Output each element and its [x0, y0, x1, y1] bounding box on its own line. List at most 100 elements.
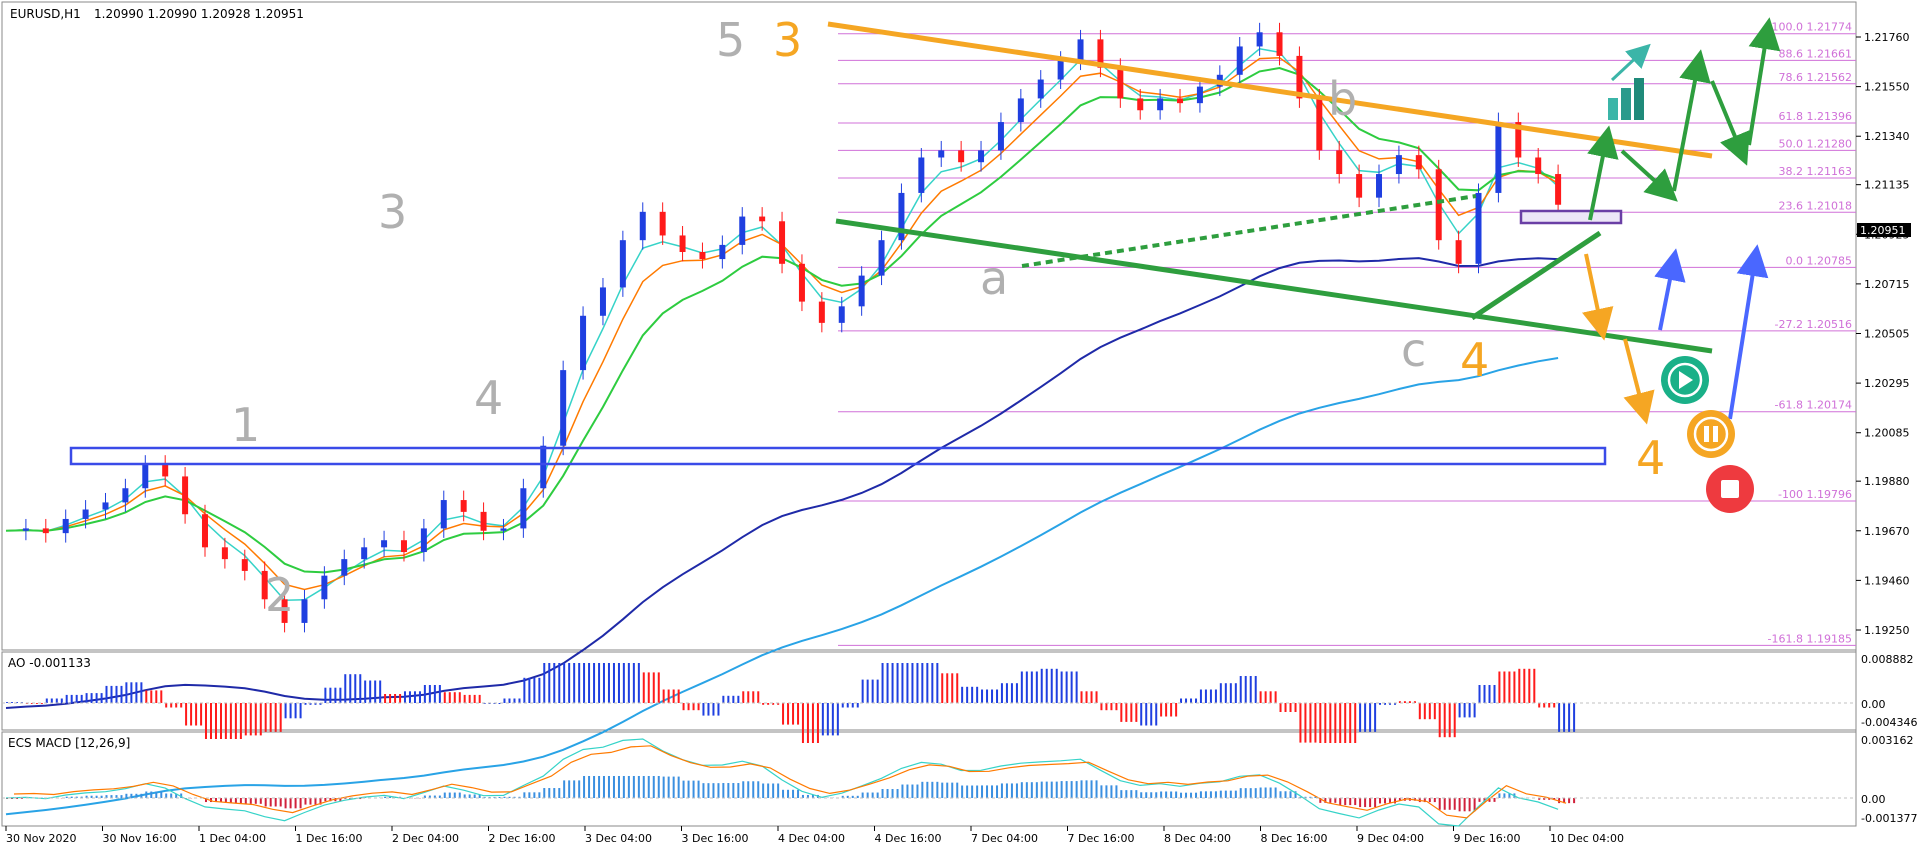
- macd-bar: [1329, 798, 1332, 803]
- ao-bar: [498, 703, 501, 704]
- ao-bar: [1160, 703, 1163, 717]
- candle-body: [1256, 32, 1263, 47]
- macd-bar: [573, 780, 576, 798]
- ao-bar: [155, 690, 158, 703]
- ao-bar: [259, 703, 262, 736]
- ao-bar: [1070, 671, 1073, 703]
- macd-bar: [1334, 798, 1337, 803]
- resistance-trendline: [827, 21, 1713, 159]
- ao-bar: [578, 663, 581, 703]
- ao-bar: [1403, 701, 1406, 703]
- candle-body: [62, 518, 69, 534]
- ao-bar: [304, 703, 307, 705]
- macd-bar: [787, 789, 790, 798]
- play-button[interactable]: [1661, 356, 1709, 404]
- ao-bar: [364, 680, 367, 703]
- ao-bar: [209, 703, 212, 739]
- ao-bar: [269, 703, 272, 732]
- ao-bar: [966, 686, 969, 703]
- ao-bar: [702, 703, 705, 716]
- macd-bar: [627, 776, 630, 798]
- macd-bar: [568, 780, 571, 798]
- macd-bar: [1015, 783, 1018, 798]
- macd-bar: [946, 782, 949, 798]
- macd-bar: [1160, 791, 1163, 798]
- ao-bar: [797, 703, 800, 725]
- ao-bar: [1080, 691, 1083, 703]
- ao-bar: [274, 703, 277, 732]
- macd-bar: [637, 776, 640, 798]
- stop-button[interactable]: [1706, 465, 1754, 513]
- macd-bar: [876, 792, 879, 798]
- ao-bar: [811, 703, 814, 743]
- ao-bar: [886, 663, 889, 703]
- ao-bar: [229, 703, 232, 739]
- ao-bar: [931, 663, 934, 703]
- pause-icon: [1704, 426, 1718, 442]
- ao-bar: [767, 703, 770, 705]
- ao-title: AO -0.001133: [8, 656, 91, 670]
- candle-body: [918, 157, 925, 193]
- ao-bar: [120, 685, 123, 703]
- pause-button[interactable]: [1687, 410, 1735, 458]
- ao-bar: [468, 694, 471, 703]
- ao-bar: [478, 694, 481, 703]
- macd-bar: [1339, 798, 1342, 806]
- macd-bar: [657, 776, 660, 798]
- macd-bar: [120, 795, 123, 798]
- macd-bar: [423, 795, 426, 798]
- macd-bar: [1359, 798, 1362, 808]
- candles: [22, 22, 1562, 633]
- blue-arrow-2: [1728, 244, 1769, 420]
- ao-bar: [1309, 703, 1312, 743]
- ao-bar: [1513, 671, 1516, 703]
- macd-bar: [782, 789, 785, 798]
- ao-bar: [1563, 703, 1566, 732]
- ao-bar: [1374, 703, 1377, 732]
- candle-body: [500, 528, 507, 531]
- ao-bar: [35, 703, 38, 704]
- macd-bar: [986, 785, 989, 798]
- ao-bar: [309, 703, 312, 705]
- ao-bar: [384, 694, 387, 703]
- macd-bar: [1229, 790, 1232, 798]
- ao-bar: [1468, 703, 1471, 718]
- macd-bar: [389, 796, 392, 798]
- candle-body: [22, 528, 29, 531]
- macd-bar: [971, 785, 974, 798]
- macd-bar: [284, 798, 287, 809]
- ao-bar: [782, 703, 785, 725]
- macd-bar: [1190, 792, 1193, 798]
- ao-bar: [1433, 703, 1436, 720]
- ao-bar: [821, 703, 824, 736]
- macd-bar: [1115, 785, 1118, 798]
- ao-bar: [612, 663, 615, 703]
- price-tick-label: 1.21760: [1864, 31, 1910, 44]
- macd-bar: [991, 785, 994, 798]
- price-tick-label: 1.19460: [1864, 574, 1910, 587]
- ao-bar: [946, 673, 949, 703]
- macd-bar: [438, 795, 441, 798]
- ao-bar: [150, 690, 153, 703]
- ao-bar: [856, 703, 859, 708]
- ao-bar: [170, 703, 173, 708]
- ao-bar: [249, 703, 252, 736]
- ao-bar: [647, 672, 650, 703]
- macd-bar: [1463, 798, 1466, 812]
- candle-body: [400, 540, 407, 553]
- ao-panel: [1, 651, 1857, 731]
- macd-bar: [886, 789, 889, 798]
- ao-bar: [289, 703, 292, 719]
- ao-bar: [991, 689, 994, 703]
- macd-bar: [1384, 798, 1387, 804]
- ao-bar: [294, 703, 297, 719]
- macd-bar: [911, 784, 914, 798]
- macd-bar: [1304, 796, 1307, 798]
- ao-bar: [637, 663, 640, 703]
- macd-bar: [1543, 798, 1546, 800]
- macd-bar: [319, 798, 322, 805]
- ao-bar: [1344, 703, 1347, 743]
- macd-bar: [299, 798, 302, 809]
- candle-body: [1435, 169, 1442, 241]
- ao-bar: [314, 703, 317, 705]
